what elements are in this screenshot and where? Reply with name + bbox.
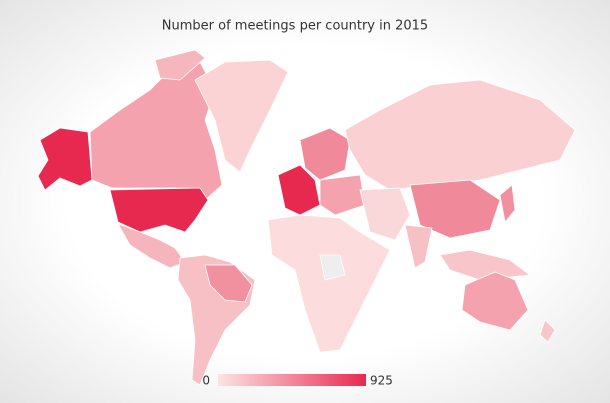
greenland — [194, 59, 289, 173]
new-zealand — [539, 319, 556, 343]
japan — [499, 184, 516, 223]
australia — [461, 271, 529, 331]
brazil — [204, 264, 253, 303]
arctic-islands — [154, 49, 206, 81]
china — [409, 179, 501, 239]
india — [404, 224, 433, 269]
chart-title: Number of meetings per country in 2015 — [162, 19, 428, 34]
canada — [89, 61, 223, 201]
middle-east — [359, 187, 411, 241]
legend-max-label: 925 — [370, 374, 393, 388]
legend-min-label: 0 — [202, 374, 210, 388]
africa — [267, 214, 391, 353]
world-map — [37, 49, 576, 386]
mexico — [117, 223, 186, 269]
alaska — [37, 127, 93, 191]
russia — [344, 79, 576, 191]
nordics — [299, 127, 351, 181]
usa — [109, 187, 209, 233]
legend-scale — [218, 374, 366, 386]
southeast-asia — [439, 249, 532, 281]
no-data — [319, 254, 346, 281]
eastern-europe — [319, 174, 366, 216]
